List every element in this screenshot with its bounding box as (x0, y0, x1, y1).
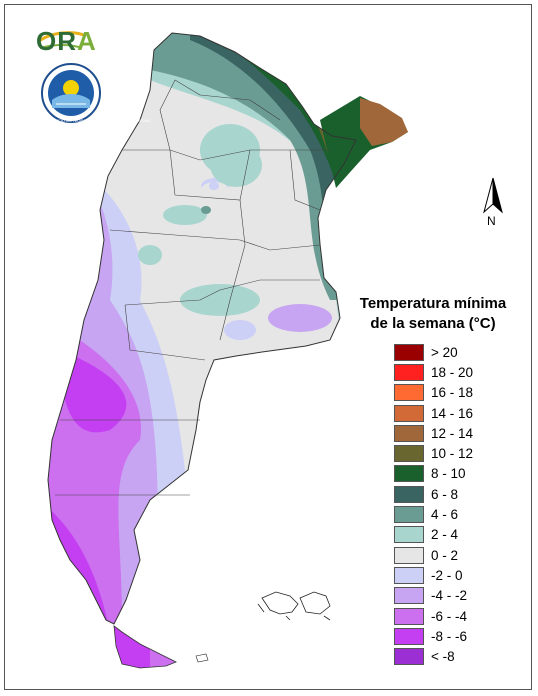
ora-logo-icon (37, 31, 87, 49)
legend-swatch (394, 424, 424, 442)
legend-swatch (394, 445, 424, 463)
legend-title-line1: Temperatura mínima (359, 295, 507, 312)
legend-item: 8 - 10 (394, 464, 522, 484)
ora-wordmark-accent: A (77, 26, 97, 56)
legend-label: 18 - 20 (431, 364, 474, 380)
legend-swatch (394, 566, 424, 584)
legend-label: < -8 (431, 649, 455, 665)
legend-swatch (394, 546, 424, 564)
legend-item: -2 - 0 (394, 565, 522, 585)
legend-item: 14 - 16 (394, 403, 522, 423)
legend-swatch (394, 363, 424, 381)
ora-wordmark-dark: OR (36, 26, 77, 56)
legend-swatch (394, 485, 424, 503)
legend-item: 6 - 8 (394, 484, 522, 504)
north-label: N (487, 214, 496, 228)
legend-label: 12 - 14 (431, 425, 474, 441)
legend-swatch (394, 526, 424, 544)
legend-label: -6 - -4 (431, 608, 468, 624)
legend-swatch (394, 627, 424, 645)
legend-label: 10 - 12 (431, 446, 474, 462)
legend-label: -2 - 0 (431, 567, 463, 583)
legend-swatch (394, 607, 424, 625)
legend-item: > 20 (394, 342, 522, 362)
legend-item: -6 - -4 (394, 606, 522, 626)
legend-swatch (394, 587, 424, 605)
legend-swatch (394, 343, 424, 361)
legend-title-line2: de la semana (°C) (370, 315, 496, 332)
legend-label: 8 - 10 (431, 466, 466, 482)
legend-swatch (394, 384, 424, 402)
legend-item: 10 - 12 (394, 443, 522, 463)
north-arrow-icon (483, 177, 503, 214)
legend-label: 16 - 18 (431, 385, 474, 401)
legend-swatch (394, 404, 424, 422)
legend-swatch (394, 465, 424, 483)
legend-item: -8 - -6 (394, 626, 522, 646)
argentina-outline (47, 32, 357, 625)
legend-label: -8 - -6 (431, 628, 468, 644)
legend-swatch (394, 648, 424, 666)
legend-label: 6 - 8 (431, 486, 459, 502)
legend-label: 0 - 2 (431, 547, 459, 563)
ora-logo: ORA (36, 26, 97, 57)
smn-seal-icon (41, 63, 101, 123)
legend-label: 2 - 4 (431, 527, 459, 543)
province-borders (55, 79, 330, 496)
legend-swatch (394, 506, 424, 524)
legend-title: Temperatura mínima de la semana (°C) (344, 294, 522, 334)
legend-item: 18 - 20 (394, 362, 522, 382)
isla-de-los-estados (195, 653, 209, 663)
legend-item: 4 - 6 (394, 504, 522, 524)
legend-list: > 20 18 - 20 16 - 18 14 - 16 12 - 14 10 - 12 8… (394, 342, 522, 667)
legend-item: -4 - -2 (394, 586, 522, 606)
legend: Temperatura mínima de la semana (°C) > 2… (344, 294, 522, 667)
legend-label: -4 - -2 (431, 588, 468, 604)
legend-item: < -8 (394, 646, 522, 666)
tierra-del-fuego-shading (113, 625, 177, 669)
falkland-islands (257, 591, 331, 621)
smn-seal-text: SERVICIO METEOROLOGICO NACIONAL · ARGENT… (46, 118, 151, 123)
legend-item: 16 - 18 (394, 383, 522, 403)
legend-label: 14 - 16 (431, 405, 474, 421)
legend-label: > 20 (431, 344, 458, 360)
misiones-warm-shading (360, 98, 408, 146)
legend-item: 12 - 14 (394, 423, 522, 443)
legend-item: 2 - 4 (394, 525, 522, 545)
legend-label: 4 - 6 (431, 507, 459, 523)
legend-item: 0 - 2 (394, 545, 522, 565)
